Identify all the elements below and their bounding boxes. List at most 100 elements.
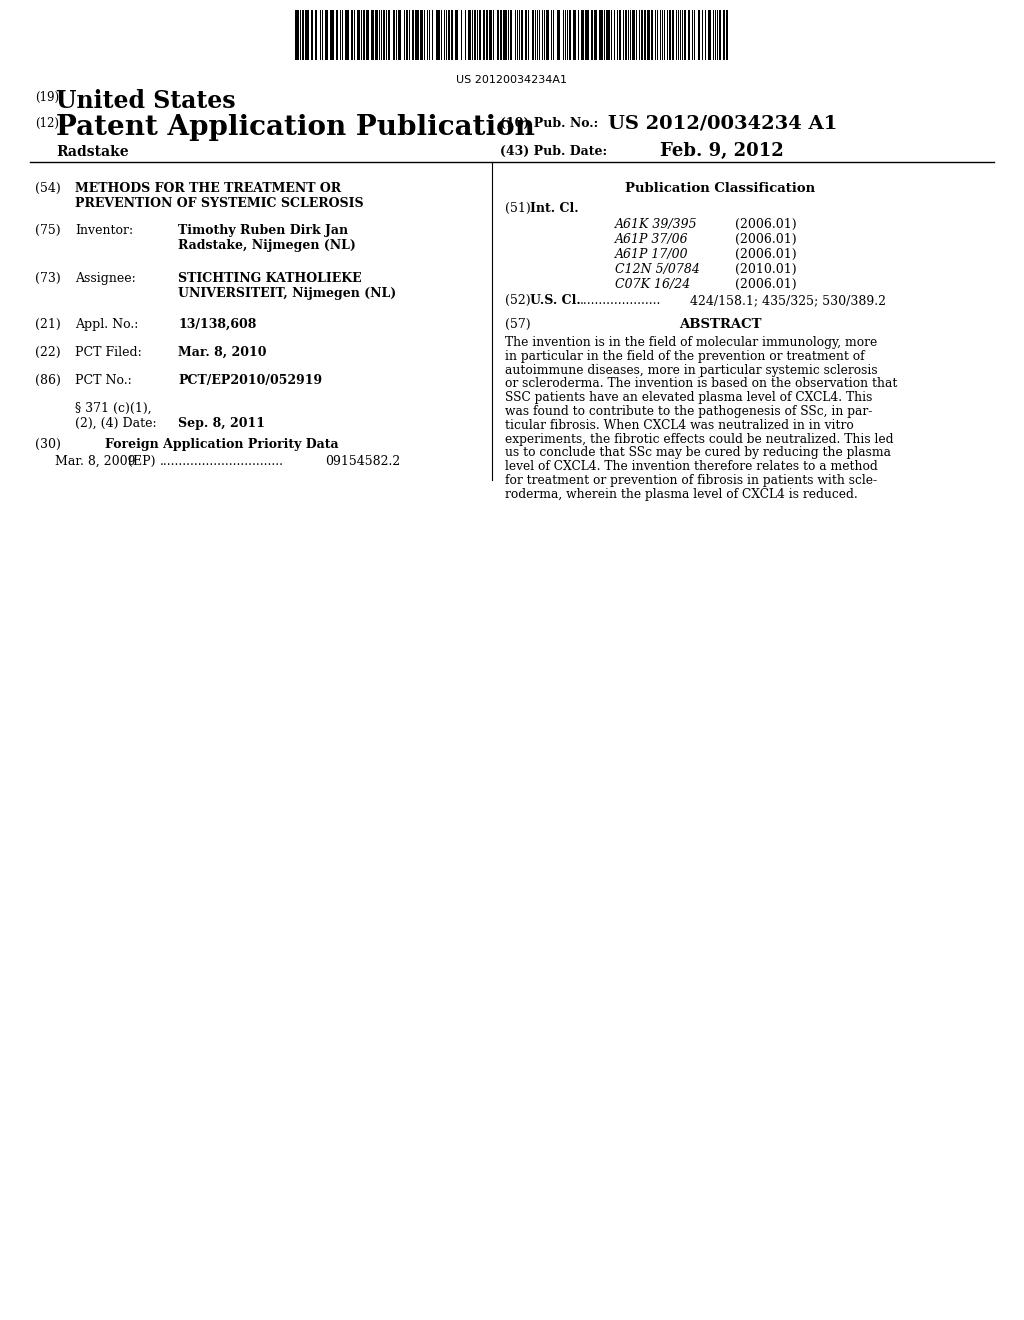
Text: PCT/EP2010/052919: PCT/EP2010/052919 bbox=[178, 374, 323, 387]
Bar bbox=[688, 11, 690, 59]
Bar bbox=[451, 11, 453, 59]
Text: (19): (19) bbox=[35, 91, 59, 104]
Bar bbox=[415, 11, 419, 59]
Text: .....................: ..................... bbox=[580, 294, 662, 308]
Text: was found to contribute to the pathogenesis of SSc, in par-: was found to contribute to the pathogene… bbox=[505, 405, 872, 418]
Bar bbox=[483, 11, 485, 59]
Bar bbox=[393, 11, 395, 59]
Text: U.S. Cl.: U.S. Cl. bbox=[530, 294, 581, 308]
Bar bbox=[474, 11, 476, 59]
Text: US 20120034234A1: US 20120034234A1 bbox=[457, 75, 567, 84]
Text: Feb. 9, 2012: Feb. 9, 2012 bbox=[660, 143, 783, 160]
Bar bbox=[698, 11, 700, 59]
Bar bbox=[375, 11, 378, 59]
Bar bbox=[618, 11, 621, 59]
Text: (51): (51) bbox=[505, 202, 530, 215]
Text: Foreign Application Priority Data: Foreign Application Priority Data bbox=[105, 438, 339, 451]
Text: us to conclude that SSc may be cured by reducing the plasma: us to conclude that SSc may be cured by … bbox=[505, 446, 891, 459]
Text: (21): (21) bbox=[35, 318, 60, 331]
Bar bbox=[449, 11, 450, 59]
Text: The invention is in the field of molecular immunology, more: The invention is in the field of molecul… bbox=[505, 337, 878, 348]
Bar bbox=[591, 11, 593, 59]
Text: US 2012/0034234 A1: US 2012/0034234 A1 bbox=[608, 114, 838, 132]
Bar bbox=[366, 11, 369, 59]
Bar bbox=[647, 11, 650, 59]
Bar bbox=[336, 11, 338, 59]
Text: Mar. 8, 2010: Mar. 8, 2010 bbox=[178, 346, 266, 359]
Bar bbox=[330, 11, 334, 59]
Bar bbox=[302, 11, 304, 59]
Text: (86): (86) bbox=[35, 374, 60, 387]
Bar bbox=[651, 11, 653, 59]
Bar bbox=[295, 11, 299, 59]
Text: METHODS FOR THE TREATMENT OR: METHODS FOR THE TREATMENT OR bbox=[75, 182, 341, 195]
Text: Assignee:: Assignee: bbox=[75, 272, 136, 285]
Text: (EP): (EP) bbox=[128, 455, 156, 469]
Text: United States: United States bbox=[56, 88, 236, 114]
Bar bbox=[479, 11, 481, 59]
Text: for treatment or prevention of fibrosis in patients with scle-: for treatment or prevention of fibrosis … bbox=[505, 474, 878, 487]
Bar bbox=[581, 11, 584, 59]
Text: STICHTING KATHOLIEKE: STICHTING KATHOLIEKE bbox=[178, 272, 361, 285]
Bar bbox=[594, 11, 597, 59]
Bar bbox=[436, 11, 440, 59]
Text: Int. Cl.: Int. Cl. bbox=[530, 202, 579, 215]
Bar bbox=[585, 11, 589, 59]
Text: Inventor:: Inventor: bbox=[75, 224, 133, 238]
Bar bbox=[311, 11, 313, 59]
Text: (2010.01): (2010.01) bbox=[735, 263, 797, 276]
Bar bbox=[371, 11, 374, 59]
Text: (54): (54) bbox=[35, 182, 60, 195]
Bar bbox=[455, 11, 458, 59]
Text: experiments, the fibrotic effects could be neutralized. This led: experiments, the fibrotic effects could … bbox=[505, 433, 894, 446]
Text: Sep. 8, 2011: Sep. 8, 2011 bbox=[178, 417, 265, 430]
Bar bbox=[521, 11, 523, 59]
Text: UNIVERSITEIT, Nijmegen (NL): UNIVERSITEIT, Nijmegen (NL) bbox=[178, 286, 396, 300]
Bar bbox=[510, 11, 512, 59]
Bar bbox=[497, 11, 499, 59]
Bar bbox=[383, 11, 385, 59]
Bar bbox=[489, 11, 492, 59]
Bar bbox=[486, 11, 488, 59]
Text: (73): (73) bbox=[35, 272, 60, 285]
Bar bbox=[500, 11, 502, 59]
Text: A61P 17/00: A61P 17/00 bbox=[615, 248, 688, 261]
Text: Patent Application Publication: Patent Application Publication bbox=[56, 114, 535, 141]
Text: (43) Pub. Date:: (43) Pub. Date: bbox=[500, 145, 607, 158]
Text: (2006.01): (2006.01) bbox=[735, 234, 797, 246]
Text: ABSTRACT: ABSTRACT bbox=[679, 318, 761, 331]
Bar bbox=[625, 11, 627, 59]
Bar bbox=[599, 11, 603, 59]
Bar bbox=[345, 11, 349, 59]
Text: (75): (75) bbox=[35, 224, 60, 238]
Bar bbox=[351, 11, 353, 59]
Bar bbox=[503, 11, 507, 59]
Bar bbox=[726, 11, 728, 59]
Bar bbox=[305, 11, 309, 59]
Bar bbox=[525, 11, 527, 59]
Text: Mar. 8, 2009: Mar. 8, 2009 bbox=[55, 455, 135, 469]
Text: (2006.01): (2006.01) bbox=[735, 248, 797, 261]
Text: autoimmune diseases, more in particular systemic sclerosis: autoimmune diseases, more in particular … bbox=[505, 363, 878, 376]
Bar bbox=[420, 11, 423, 59]
Text: (2006.01): (2006.01) bbox=[735, 279, 797, 290]
Text: Publication Classification: Publication Classification bbox=[625, 182, 815, 195]
Text: A61K 39/395: A61K 39/395 bbox=[615, 218, 697, 231]
Text: or scleroderma. The invention is based on the observation that: or scleroderma. The invention is based o… bbox=[505, 378, 897, 391]
Text: C07K 16/24: C07K 16/24 bbox=[615, 279, 690, 290]
Text: PREVENTION OF SYSTEMIC SCLEROSIS: PREVENTION OF SYSTEMIC SCLEROSIS bbox=[75, 197, 364, 210]
Bar bbox=[557, 11, 560, 59]
Bar bbox=[708, 11, 711, 59]
Text: ticular fibrosis. When CXCL4 was neutralized in in vitro: ticular fibrosis. When CXCL4 was neutral… bbox=[505, 418, 854, 432]
Bar bbox=[641, 11, 643, 59]
Bar bbox=[325, 11, 328, 59]
Text: 13/138,608: 13/138,608 bbox=[178, 318, 256, 331]
Bar bbox=[669, 11, 671, 59]
Bar bbox=[684, 11, 686, 59]
Text: (10) Pub. No.:: (10) Pub. No.: bbox=[500, 117, 598, 129]
Bar bbox=[362, 11, 365, 59]
Text: in particular in the field of the prevention or treatment of: in particular in the field of the preven… bbox=[505, 350, 864, 363]
Text: A61P 37/06: A61P 37/06 bbox=[615, 234, 688, 246]
Bar bbox=[357, 11, 360, 59]
Text: roderma, wherein the plasma level of CXCL4 is reduced.: roderma, wherein the plasma level of CXC… bbox=[505, 488, 858, 500]
